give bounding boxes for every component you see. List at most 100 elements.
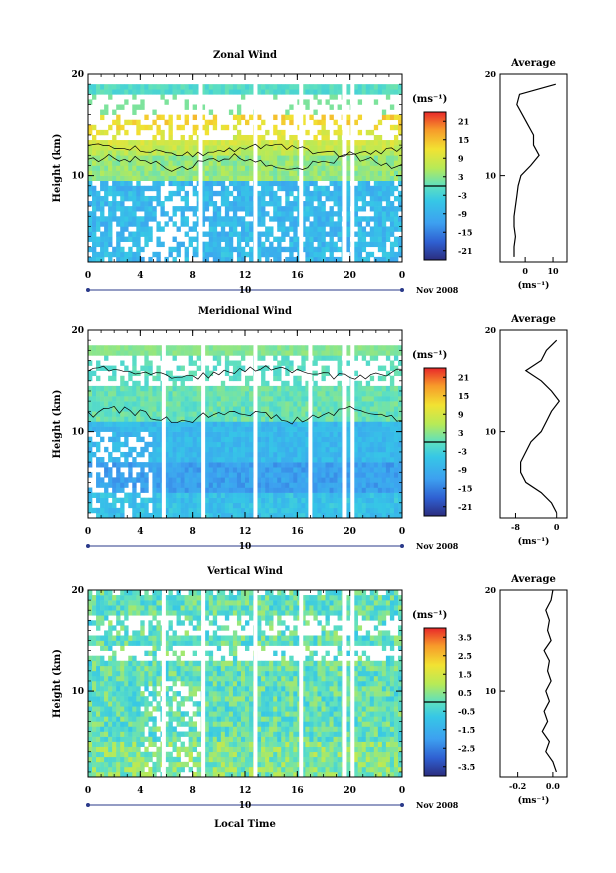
heatmap-cell xyxy=(112,375,117,382)
heatmap-cell xyxy=(321,114,326,121)
heatmap-cell xyxy=(245,375,250,382)
heatmap-cell xyxy=(381,114,387,121)
heatmap-cell xyxy=(285,140,290,146)
heatmap-cell xyxy=(297,426,302,432)
heatmap-cell xyxy=(220,380,226,387)
heatmap-cell xyxy=(269,150,274,156)
heatmap-cell xyxy=(140,416,145,422)
heatmap-cell xyxy=(393,89,399,95)
heatmap-cell xyxy=(257,231,262,237)
heatmap-cell xyxy=(297,497,302,504)
heatmap-cell xyxy=(285,246,290,253)
heatmap-cell xyxy=(96,390,101,397)
colorbar-tick-label: -21 xyxy=(458,502,472,512)
heatmap-cell xyxy=(224,370,230,377)
heatmap-cell xyxy=(236,477,242,483)
heatmap-cell xyxy=(389,104,395,110)
heatmap-cell xyxy=(148,231,153,237)
heatmap-cell xyxy=(305,355,310,361)
heatmap-cell xyxy=(88,487,93,493)
heatmap-cell xyxy=(245,241,250,248)
heatmap-cell xyxy=(337,390,342,397)
heatmap-cell xyxy=(124,706,129,712)
x-tick-label: 20 xyxy=(343,271,356,281)
heatmap-cell xyxy=(232,446,238,453)
heatmap-cell xyxy=(265,150,270,156)
heatmap-cell xyxy=(389,401,395,407)
heatmap-cell xyxy=(132,771,137,778)
colorbar-tick-label: 15 xyxy=(458,135,469,145)
heatmap-cell xyxy=(136,431,141,437)
heatmap-cell xyxy=(265,390,270,397)
heatmap-cell xyxy=(297,487,302,493)
heatmap-cell xyxy=(144,365,149,371)
heatmap-cell xyxy=(269,385,274,392)
heatmap-cell xyxy=(357,477,363,483)
heatmap-cell xyxy=(92,396,97,402)
heatmap-cell xyxy=(140,385,145,392)
heatmap-cell xyxy=(273,211,278,217)
heatmap-cell xyxy=(269,140,274,146)
heatmap-cell xyxy=(317,216,322,222)
panel-title: Zonal Wind xyxy=(213,50,277,61)
heatmap-cell xyxy=(96,701,101,707)
heatmap-cell xyxy=(92,350,97,356)
heatmap-cell xyxy=(333,201,338,207)
heatmap-cell xyxy=(188,385,193,392)
heatmap-cell xyxy=(108,84,113,90)
heatmap-cell xyxy=(236,231,242,237)
heatmap-cell xyxy=(317,390,322,397)
average-x-tick-label: 0 xyxy=(554,522,560,532)
heatmap-cell xyxy=(385,385,391,392)
heatmap-cell xyxy=(144,195,149,202)
heatmap-cell xyxy=(228,406,234,412)
heatmap-cell xyxy=(152,180,157,187)
heatmap-cell xyxy=(249,345,254,351)
heatmap-cell xyxy=(224,155,230,161)
heatmap-cell xyxy=(357,226,363,232)
heatmap-cell xyxy=(293,406,298,412)
heatmap-cell xyxy=(285,482,290,488)
heatmap-cell xyxy=(192,345,197,351)
heatmap-cell xyxy=(373,241,379,248)
heatmap-cell xyxy=(377,84,383,90)
heatmap-cell xyxy=(277,246,282,253)
heatmap-cell xyxy=(88,721,93,727)
heatmap-cell xyxy=(180,134,185,141)
zero-contour-line xyxy=(87,405,403,425)
heatmap-cell xyxy=(313,145,318,151)
heatmap-cell xyxy=(236,451,242,458)
heatmap-cell xyxy=(236,507,242,514)
heatmap-cell xyxy=(172,426,177,432)
heatmap-cell xyxy=(180,451,185,458)
heatmap-cell xyxy=(96,256,101,263)
heatmap-cell xyxy=(361,180,367,187)
heatmap-cell xyxy=(381,441,387,448)
heatmap-cell xyxy=(265,140,270,146)
heatmap-cell xyxy=(220,421,226,427)
heatmap-cell xyxy=(329,231,334,237)
heatmap-cell xyxy=(124,615,129,621)
heatmap-cell xyxy=(361,150,367,156)
heatmap-cell xyxy=(345,201,350,207)
heatmap-cell xyxy=(96,472,101,478)
heatmap-cell xyxy=(124,497,129,504)
heatmap-cell xyxy=(289,150,294,156)
heatmap-cell xyxy=(240,477,246,483)
heatmap-cell xyxy=(188,360,193,366)
heatmap-cell xyxy=(140,731,145,737)
heatmap-cell xyxy=(365,457,371,463)
heatmap-cell xyxy=(192,150,197,156)
heatmap-cell xyxy=(397,150,403,156)
heatmap-cell xyxy=(232,195,238,202)
heatmap-cell xyxy=(385,89,391,95)
heatmap-cell xyxy=(228,221,234,227)
heatmap-cell xyxy=(321,150,326,156)
heatmap-cell xyxy=(377,401,383,407)
heatmap-cell xyxy=(333,355,338,361)
heatmap-cell xyxy=(257,195,262,202)
heatmap-cell xyxy=(144,236,149,242)
heatmap-cell xyxy=(172,345,177,351)
heatmap-cell xyxy=(212,84,218,90)
heatmap-cell xyxy=(172,221,177,227)
